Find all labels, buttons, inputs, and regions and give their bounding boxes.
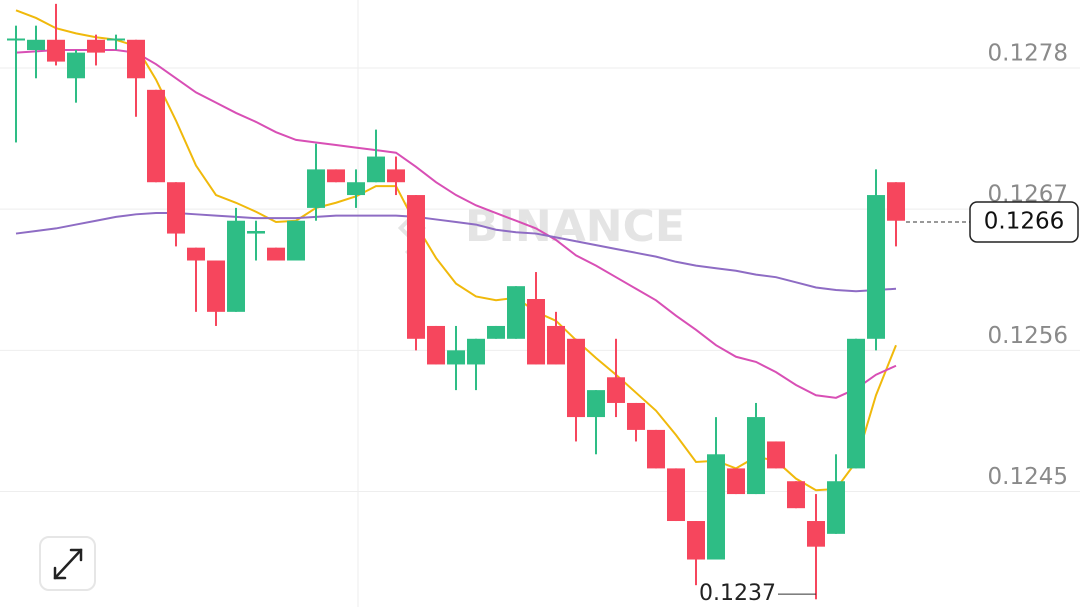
- candle-body: [847, 338, 865, 469]
- candle-body: [647, 429, 665, 469]
- candle-body: [727, 468, 745, 495]
- candle-body: [387, 169, 405, 183]
- candle-body: [667, 468, 685, 522]
- candle-body: [147, 89, 165, 183]
- candle-body: [867, 195, 885, 339]
- candle-body: [207, 260, 225, 312]
- candle-body: [707, 454, 725, 560]
- candle-body: [567, 338, 585, 418]
- candle-body: [327, 169, 345, 183]
- candle-body: [7, 38, 25, 41]
- candle-body: [607, 377, 625, 403]
- candle-body: [187, 247, 205, 261]
- candle-body: [807, 521, 825, 547]
- candle-body: [627, 402, 645, 430]
- candle-body: [307, 169, 325, 208]
- y-tick-label: 0.1245: [988, 464, 1068, 490]
- y-tick-label: 0.1278: [988, 41, 1068, 67]
- candle-body: [527, 299, 545, 365]
- expand-icon: [53, 548, 83, 580]
- candle-body: [827, 481, 845, 534]
- moving-average-line: [15, 49, 897, 399]
- min-label: 0.1237: [699, 581, 776, 606]
- watermark-text: BINANCE: [465, 201, 685, 252]
- candle-body: [287, 220, 305, 261]
- moving-average-line: [15, 212, 897, 293]
- candle-body: [447, 350, 465, 365]
- candle-body: [767, 441, 785, 469]
- candle-body: [547, 325, 565, 365]
- candle-body: [107, 38, 125, 41]
- candle-body: [787, 481, 805, 509]
- last-price-label: 0.1266: [984, 209, 1064, 235]
- candle-body: [587, 390, 605, 418]
- candle-body: [347, 182, 365, 196]
- expand-button[interactable]: [39, 536, 96, 591]
- candle-body: [47, 39, 65, 62]
- candle-body: [27, 39, 45, 51]
- candle-body: [427, 325, 445, 365]
- candle-body: [367, 156, 385, 183]
- candle-body: [167, 182, 185, 234]
- candle-body: [687, 521, 705, 560]
- candle-body: [507, 286, 525, 339]
- y-tick-label: 0.1256: [988, 323, 1068, 349]
- candle-body: [887, 182, 905, 221]
- candle-body: [87, 39, 105, 53]
- candle-body: [407, 195, 425, 339]
- candle-body: [747, 417, 765, 495]
- candle-body: [67, 52, 85, 79]
- candle-body: [227, 220, 245, 312]
- last-price-box: [969, 201, 1079, 243]
- candle-body: [467, 338, 485, 365]
- candle-body: [267, 247, 285, 261]
- candle-body: [127, 39, 145, 79]
- candle-body: [487, 325, 505, 339]
- candle-body: [247, 230, 265, 234]
